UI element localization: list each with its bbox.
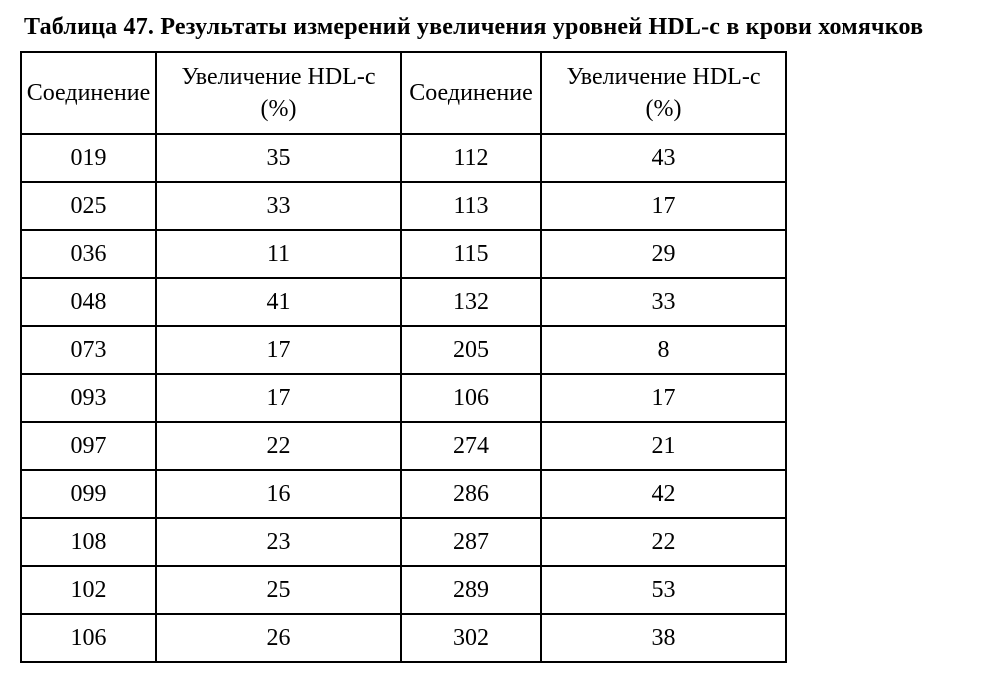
- cell-compound-a: 019: [21, 134, 156, 182]
- cell-compound-a: 097: [21, 422, 156, 470]
- cell-compound-b: 106: [401, 374, 541, 422]
- table-row: 097 22 274 21: [21, 422, 786, 470]
- cell-increase-b: 22: [541, 518, 786, 566]
- cell-increase-b: 43: [541, 134, 786, 182]
- cell-increase-a: 35: [156, 134, 401, 182]
- table-row: 025 33 113 17: [21, 182, 786, 230]
- page: Таблица 47. Результаты измерений увеличе…: [0, 0, 999, 683]
- cell-compound-b: 113: [401, 182, 541, 230]
- table-row: 019 35 112 43: [21, 134, 786, 182]
- table-row: 093 17 106 17: [21, 374, 786, 422]
- cell-compound-a: 108: [21, 518, 156, 566]
- cell-increase-a: 17: [156, 326, 401, 374]
- col-header-increase-b-line1: Увеличение HDL-c: [542, 61, 785, 93]
- cell-compound-b: 132: [401, 278, 541, 326]
- table-row: 099 16 286 42: [21, 470, 786, 518]
- table-row: 108 23 287 22: [21, 518, 786, 566]
- cell-compound-b: 274: [401, 422, 541, 470]
- cell-increase-a: 41: [156, 278, 401, 326]
- cell-increase-b: 17: [541, 182, 786, 230]
- cell-increase-a: 26: [156, 614, 401, 662]
- table-row: 036 11 115 29: [21, 230, 786, 278]
- cell-compound-a: 106: [21, 614, 156, 662]
- cell-compound-a: 025: [21, 182, 156, 230]
- col-header-compound-a: Соединение: [21, 52, 156, 134]
- cell-increase-b: 29: [541, 230, 786, 278]
- cell-increase-b: 21: [541, 422, 786, 470]
- col-header-increase-a: Увеличение HDL-c (%): [156, 52, 401, 134]
- cell-compound-a: 099: [21, 470, 156, 518]
- col-header-increase-a-line1: Увеличение HDL-c: [157, 61, 400, 93]
- col-header-compound-b: Соединение: [401, 52, 541, 134]
- cell-increase-a: 25: [156, 566, 401, 614]
- table-header-row: Соединение Увеличение HDL-c (%) Соединен…: [21, 52, 786, 134]
- cell-compound-b: 205: [401, 326, 541, 374]
- cell-compound-b: 289: [401, 566, 541, 614]
- cell-increase-b: 33: [541, 278, 786, 326]
- cell-compound-a: 036: [21, 230, 156, 278]
- cell-compound-a: 093: [21, 374, 156, 422]
- cell-increase-a: 23: [156, 518, 401, 566]
- table-title: Таблица 47. Результаты измерений увеличе…: [24, 14, 979, 41]
- cell-compound-b: 115: [401, 230, 541, 278]
- cell-compound-b: 287: [401, 518, 541, 566]
- table-body: 019 35 112 43 025 33 113 17 036 11 115 2…: [21, 134, 786, 662]
- table-row: 102 25 289 53: [21, 566, 786, 614]
- cell-increase-b: 53: [541, 566, 786, 614]
- col-header-increase-a-line2: (%): [157, 93, 400, 125]
- cell-increase-a: 11: [156, 230, 401, 278]
- cell-increase-b: 38: [541, 614, 786, 662]
- cell-compound-a: 102: [21, 566, 156, 614]
- cell-compound-b: 112: [401, 134, 541, 182]
- cell-increase-b: 42: [541, 470, 786, 518]
- cell-compound-a: 073: [21, 326, 156, 374]
- cell-increase-a: 16: [156, 470, 401, 518]
- table-header: Соединение Увеличение HDL-c (%) Соединен…: [21, 52, 786, 134]
- results-table: Соединение Увеличение HDL-c (%) Соединен…: [20, 51, 787, 663]
- cell-increase-a: 17: [156, 374, 401, 422]
- cell-increase-a: 33: [156, 182, 401, 230]
- table-row: 048 41 132 33: [21, 278, 786, 326]
- table-row: 106 26 302 38: [21, 614, 786, 662]
- cell-compound-a: 048: [21, 278, 156, 326]
- table-row: 073 17 205 8: [21, 326, 786, 374]
- cell-increase-b: 17: [541, 374, 786, 422]
- cell-increase-a: 22: [156, 422, 401, 470]
- cell-compound-b: 302: [401, 614, 541, 662]
- col-header-increase-b: Увеличение HDL-c (%): [541, 52, 786, 134]
- cell-compound-b: 286: [401, 470, 541, 518]
- cell-increase-b: 8: [541, 326, 786, 374]
- col-header-increase-b-line2: (%): [542, 93, 785, 125]
